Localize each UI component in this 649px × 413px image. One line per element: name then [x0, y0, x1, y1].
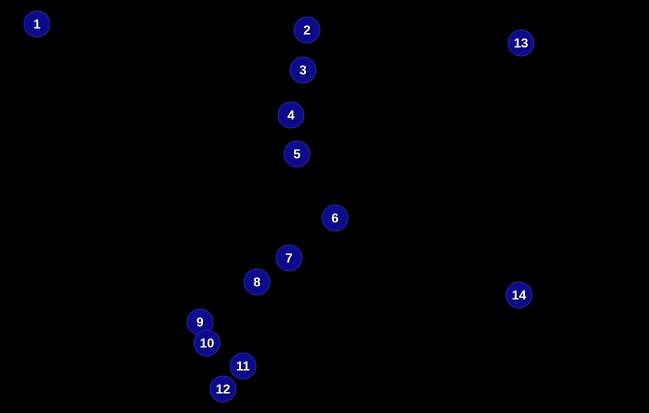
- node-label: 10: [199, 335, 215, 351]
- node-label: 13: [513, 35, 529, 51]
- graph-node-13[interactable]: 13: [507, 29, 535, 57]
- graph-node-2[interactable]: 2: [293, 16, 321, 44]
- graph-node-12[interactable]: 12: [209, 375, 237, 403]
- node-label: 11: [236, 358, 250, 374]
- node-label: 9: [196, 314, 204, 330]
- node-label: 7: [285, 250, 293, 266]
- node-label: 6: [331, 210, 339, 226]
- node-label: 5: [293, 146, 301, 162]
- graph-node-1[interactable]: 1: [23, 10, 51, 38]
- node-label: 3: [299, 62, 307, 78]
- graph-node-14[interactable]: 14: [505, 281, 533, 309]
- node-label: 8: [253, 274, 261, 290]
- graph-node-7[interactable]: 7: [275, 244, 303, 272]
- graph-node-5[interactable]: 5: [283, 140, 311, 168]
- graph-node-11[interactable]: 11: [229, 352, 257, 380]
- node-label: 4: [287, 107, 295, 123]
- graph-node-10[interactable]: 10: [193, 329, 221, 357]
- graph-node-4[interactable]: 4: [277, 101, 305, 129]
- node-label: 2: [303, 22, 311, 38]
- graph-node-8[interactable]: 8: [243, 268, 271, 296]
- graph-node-6[interactable]: 6: [321, 204, 349, 232]
- node-label: 1: [33, 16, 41, 32]
- node-label: 14: [511, 287, 527, 303]
- node-label: 12: [215, 381, 231, 397]
- graph-node-3[interactable]: 3: [289, 56, 317, 84]
